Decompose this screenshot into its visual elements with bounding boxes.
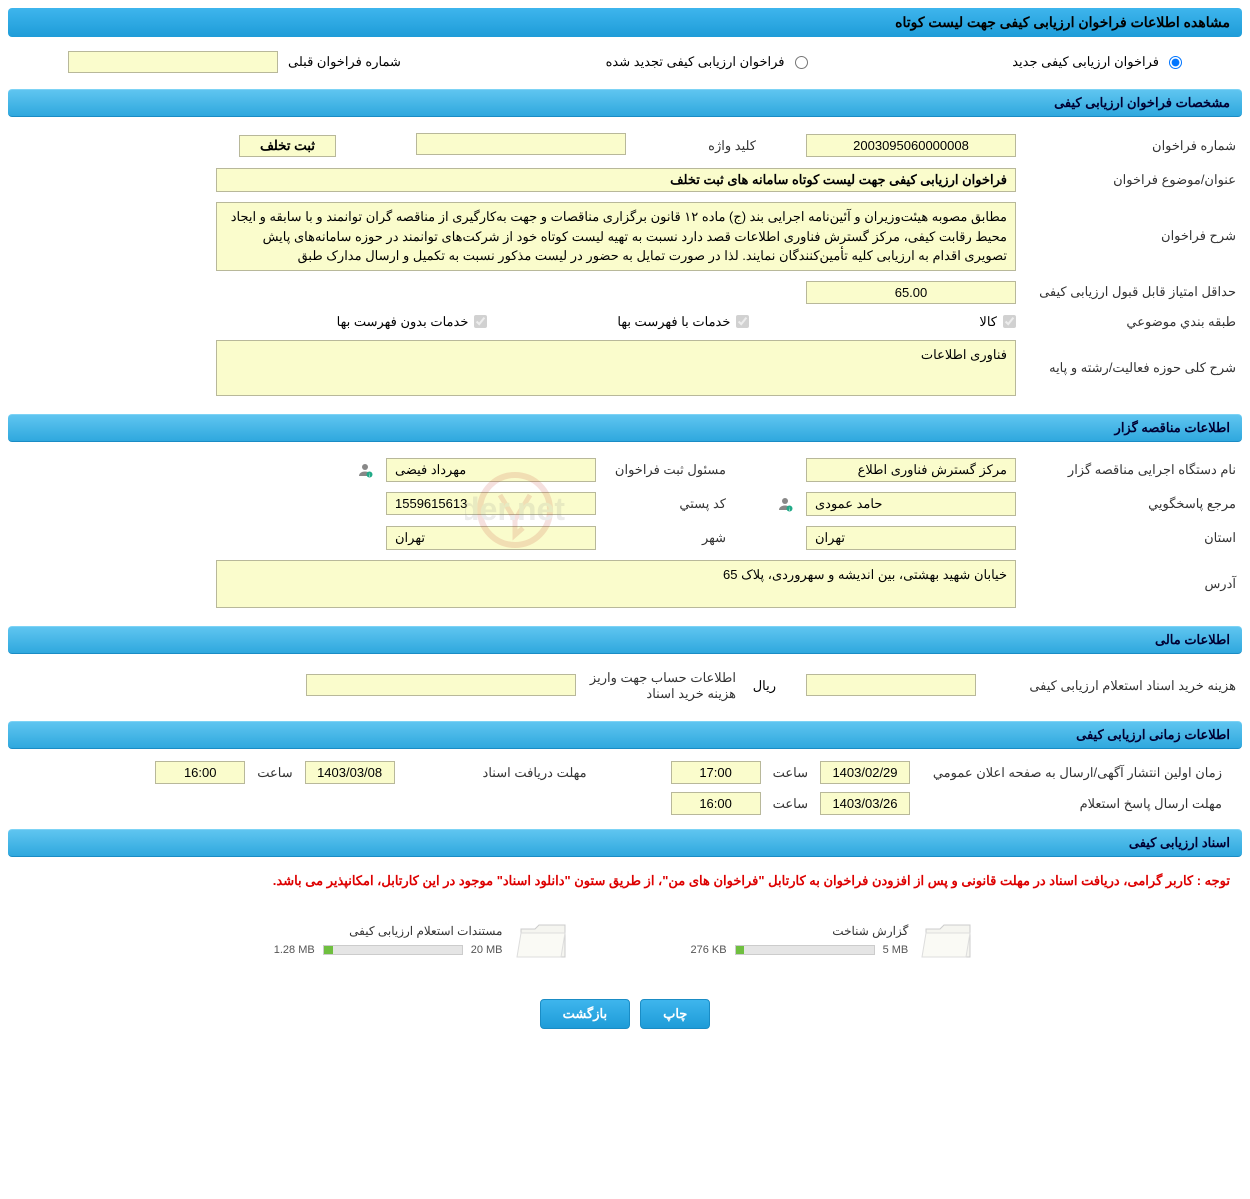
org-value: مرکز گسترش فناوری اطلاع <box>806 458 1016 482</box>
prev-number-group: شماره فراخوان قبلی <box>68 51 401 73</box>
category-label: طبقه بندي موضوعي <box>1022 312 1242 332</box>
docs-row: گزارش شناخت 276 KB 5 MB مستندات استعلام … <box>8 897 1242 983</box>
registrar-label: مسئول ثبت فراخوان <box>602 456 732 484</box>
doc-progress-1 <box>323 945 463 955</box>
buttons-row: چاپ بازگشت <box>8 983 1242 1045</box>
account-value <box>306 674 576 696</box>
keyword-label: کلید واژه <box>632 131 762 160</box>
person-icon: i <box>356 461 374 479</box>
doc-title-0: گزارش شناخت <box>691 924 909 938</box>
svg-text:i: i <box>789 506 790 511</box>
section-tenderer: اطلاعات مناقصه گزار <box>8 414 1242 442</box>
person-icon: i <box>776 495 794 513</box>
checkbox-services-nolist[interactable]: خدمات بدون فهرست بها <box>337 314 488 330</box>
min-score-label: حداقل امتیاز قابل قبول ارزیابی کیفی <box>1022 279 1242 306</box>
account-label: اطلاعات حساب جهت واریز هزینه خرید اسناد <box>582 668 742 706</box>
postal-value: 1559615613 <box>386 492 596 515</box>
section-docs: اسناد ارزیابی کیفی <box>8 829 1242 857</box>
doc-size-1: 1.28 MB <box>274 944 315 956</box>
print-button[interactable]: چاپ <box>640 999 710 1029</box>
call-number-value: 2003095060000008 <box>806 134 1016 157</box>
docs-notice: توجه : کاربر گرامی، دریافت اسناد در مهلت… <box>8 865 1242 897</box>
page-title-bar: مشاهده اطلاعات فراخوان ارزیابی کیفی جهت … <box>8 8 1242 37</box>
folder-icon <box>515 917 571 963</box>
responder-value: حامد عمودی <box>806 492 1016 516</box>
desc-value: مطابق مصوبه هیئت‌وزیران و آئین‌نامه اجرا… <box>216 202 1016 271</box>
field-desc-value: فناوری اطلاعات <box>216 340 1016 396</box>
publish-time: 17:00 <box>671 761 761 784</box>
subject-label: عنوان/موضوع فراخوان <box>1022 166 1242 194</box>
registrar-value: مهرداد فیضی <box>386 458 596 482</box>
section-time: اطلاعات زمانی ارزیابی کیفی <box>8 721 1242 749</box>
rial-label: ريال <box>742 668 782 706</box>
checkbox-goods[interactable]: کالا <box>979 314 1016 330</box>
publish-label: زمان اولین انتشار آگهی/ارسال به صفحه اعل… <box>922 765 1222 781</box>
address-label: آدرس <box>1022 558 1242 610</box>
receive-date: 1403/03/08 <box>305 761 395 784</box>
city-label: شهر <box>602 524 732 552</box>
radio-renewed-call[interactable]: فراخوان ارزیابی کیفی تجدید شده <box>606 54 808 70</box>
page-title: مشاهده اطلاعات فراخوان ارزیابی کیفی جهت … <box>895 14 1230 30</box>
province-value: تهران <box>806 526 1016 550</box>
checkbox-services-list[interactable]: خدمات با فهرست بها <box>617 314 749 330</box>
section-financial: اطلاعات مالی <box>8 626 1242 654</box>
call-type-row: فراخوان ارزیابی کیفی جدید فراخوان ارزیاب… <box>8 45 1242 79</box>
doc-max-1: 20 MB <box>471 944 503 956</box>
address-value: خیابان شهید بهشتی، بین اندیشه و سهروردی،… <box>216 560 1016 608</box>
prev-number-label: شماره فراخوان قبلی <box>288 54 401 70</box>
response-time: 16:00 <box>671 792 761 815</box>
folder-icon <box>920 917 976 963</box>
response-date: 1403/03/26 <box>820 792 910 815</box>
receive-label: مهلت دریافت اسناد <box>407 765 587 781</box>
section-call-specs: مشخصات فراخوان ارزیابی کیفی <box>8 89 1242 117</box>
back-button[interactable]: بازگشت <box>540 999 630 1029</box>
violation-button[interactable]: ثبت تخلف <box>239 135 336 157</box>
cost-label: هزینه خرید اسناد استعلام ارزیابی کیفی <box>982 668 1242 706</box>
receive-time: 16:00 <box>155 761 245 784</box>
doc-item-1[interactable]: مستندات استعلام ارزیابی کیفی 1.28 MB 20 … <box>274 917 571 963</box>
org-label: نام دستگاه اجرایی مناقصه گزار <box>1022 456 1242 484</box>
response-label: مهلت ارسال پاسخ استعلام <box>922 796 1222 812</box>
desc-label: شرح فراخوان <box>1022 200 1242 273</box>
province-label: استان <box>1022 524 1242 552</box>
prev-number-field <box>68 51 278 73</box>
time-row-response: مهلت ارسال پاسخ استعلام 1403/03/26 ساعت … <box>8 788 1242 819</box>
doc-max-0: 5 MB <box>883 944 909 956</box>
city-value: تهران <box>386 526 596 550</box>
keyword-value <box>416 133 626 155</box>
doc-item-0[interactable]: گزارش شناخت 276 KB 5 MB <box>691 917 977 963</box>
min-score-value: 65.00 <box>806 281 1016 304</box>
svg-text:i: i <box>369 472 370 477</box>
call-number-label: شماره فراخوان <box>1022 131 1242 160</box>
field-desc-label: شرح کلی حوزه فعالیت/رشته و پایه <box>1022 338 1242 398</box>
time-row-publish: زمان اولین انتشار آگهی/ارسال به صفحه اعل… <box>8 757 1242 788</box>
doc-size-0: 276 KB <box>691 944 727 956</box>
responder-label: مرجع پاسخگويي <box>1022 490 1242 518</box>
postal-label: کد پستي <box>602 490 732 518</box>
publish-date: 1403/02/29 <box>820 761 910 784</box>
radio-new-call[interactable]: فراخوان ارزیابی کیفی جدید <box>1012 54 1182 70</box>
subject-value: فراخوان ارزیابی کیفی جهت لیست کوتاه ساما… <box>216 168 1016 192</box>
doc-progress-0 <box>735 945 875 955</box>
cost-value <box>806 674 976 696</box>
doc-title-1: مستندات استعلام ارزیابی کیفی <box>274 924 503 938</box>
